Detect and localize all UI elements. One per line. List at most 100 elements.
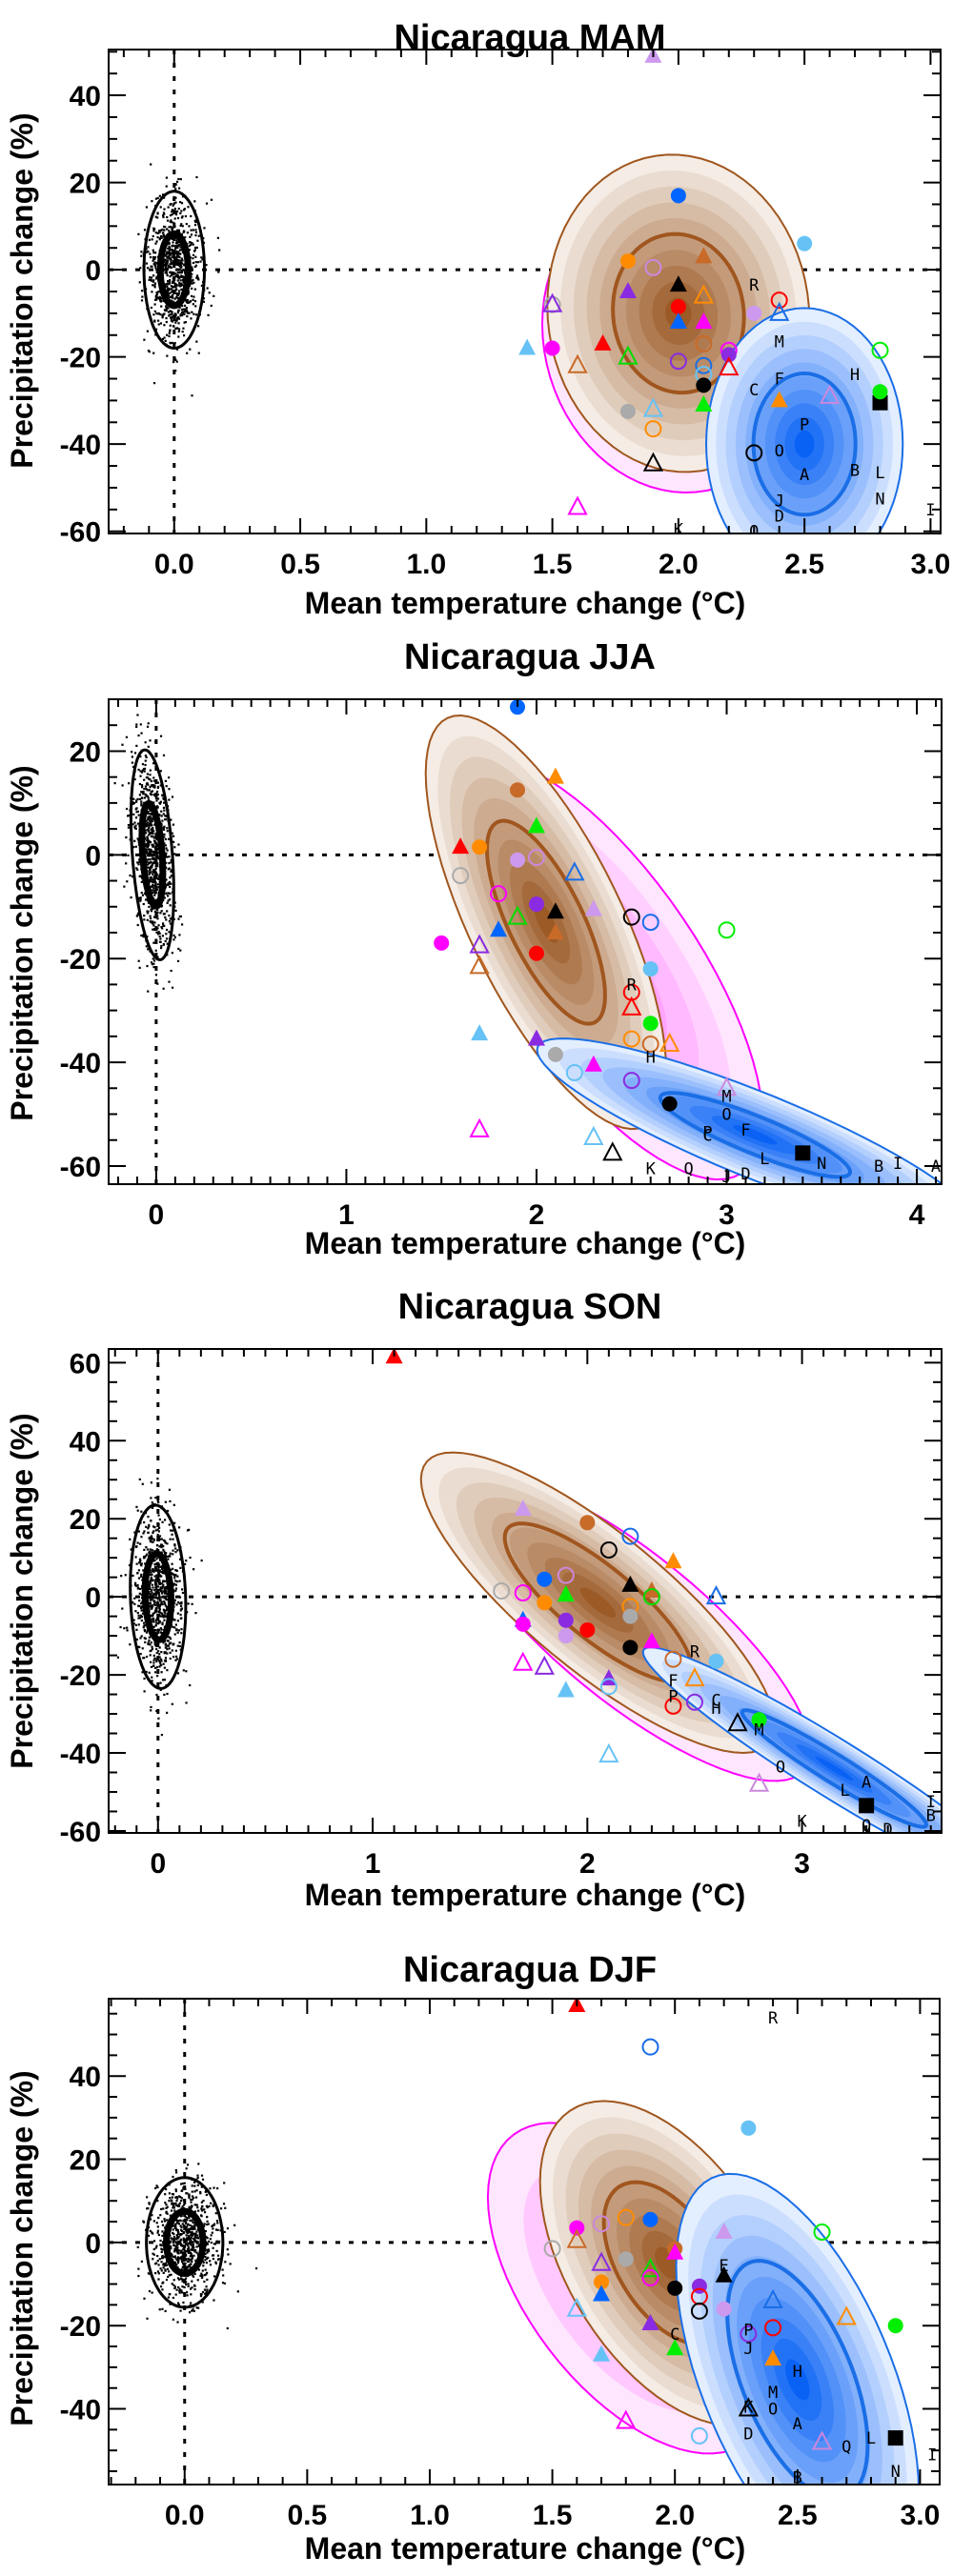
noise-point xyxy=(153,878,156,882)
noise-point xyxy=(152,1594,155,1597)
noise-point xyxy=(176,2321,179,2324)
noise-point xyxy=(159,800,162,803)
noise-point xyxy=(148,1585,151,1588)
model-point-triangle xyxy=(769,301,790,321)
x-tick-label: 0.5 xyxy=(287,2500,327,2531)
noise-point xyxy=(210,198,213,201)
model-point-triangle xyxy=(602,1141,623,1161)
noise-point xyxy=(161,819,164,822)
noise-point xyxy=(192,2232,194,2236)
noise-point xyxy=(160,1650,163,1654)
noise-point xyxy=(193,2246,195,2249)
noise-point xyxy=(166,287,169,290)
noise-point xyxy=(140,1635,143,1638)
noise-point xyxy=(205,2193,208,2197)
noise-point xyxy=(210,2234,213,2237)
noise-point xyxy=(164,2268,167,2271)
noise-point xyxy=(160,810,163,813)
noise-point xyxy=(216,2228,219,2231)
noise-point xyxy=(166,1644,169,1647)
noise-point xyxy=(181,2285,184,2288)
y-tick-label: 0 xyxy=(85,2228,101,2260)
noise-point xyxy=(157,231,160,234)
noise-point xyxy=(132,797,135,800)
noise-point xyxy=(168,915,171,917)
noise-point xyxy=(165,2264,169,2266)
noise-point xyxy=(149,820,152,823)
model-point-triangle xyxy=(518,338,537,355)
noise-point xyxy=(190,2302,193,2304)
noise-point xyxy=(191,2248,193,2252)
model-point-square xyxy=(859,1798,875,1814)
noise-point xyxy=(224,2261,227,2264)
noise-point xyxy=(153,842,156,845)
noise-point xyxy=(152,962,155,965)
noise-point xyxy=(172,1584,175,1587)
noise-point xyxy=(172,291,175,293)
noise-point xyxy=(156,1600,159,1603)
noise-point xyxy=(142,936,145,938)
noise-point xyxy=(176,2244,179,2246)
noise-point xyxy=(206,2242,209,2244)
noise-point xyxy=(162,2207,165,2210)
noise-point xyxy=(164,1500,167,1503)
noise-point xyxy=(182,231,185,233)
noise-point xyxy=(145,1670,148,1674)
noise-point xyxy=(157,877,160,880)
model-point-circle xyxy=(617,2208,635,2226)
ensemble-member-label: K xyxy=(646,1160,657,1179)
noise-point xyxy=(152,256,155,259)
model-point-circle xyxy=(797,235,813,252)
noise-point xyxy=(149,774,152,776)
plot-area: RECPJHMKOADQLNIB xyxy=(109,1999,940,2485)
noise-point xyxy=(137,2267,140,2270)
noise-point xyxy=(152,1602,156,1605)
noise-point xyxy=(160,1660,163,1662)
noise-point xyxy=(157,1620,160,1622)
noise-point xyxy=(178,1526,181,1529)
noise-point xyxy=(152,785,155,788)
model-point-triangle xyxy=(598,1742,619,1763)
noise-point xyxy=(189,241,192,244)
noise-point xyxy=(138,1600,141,1602)
noise-point xyxy=(172,1582,176,1585)
noise-point xyxy=(150,1641,152,1644)
blue-contour-fill xyxy=(794,430,815,458)
noise-point xyxy=(167,307,170,310)
noise-point xyxy=(166,333,169,336)
noise-point xyxy=(134,1623,137,1626)
noise-point xyxy=(153,874,156,876)
noise-point xyxy=(191,2190,193,2193)
noise-point xyxy=(185,2240,189,2243)
noise-point xyxy=(178,1596,182,1599)
noise-point xyxy=(181,2244,184,2246)
noise-point xyxy=(151,820,153,823)
noise-point xyxy=(177,292,180,295)
noise-point xyxy=(176,263,179,266)
noise-cloud xyxy=(137,163,221,397)
noise-point xyxy=(136,714,139,716)
noise-point xyxy=(168,855,171,858)
plot-area: RMHFCPOBALNJDIKQ xyxy=(109,50,941,533)
noise-point xyxy=(137,1577,141,1580)
noise-point xyxy=(193,250,196,252)
noise-point xyxy=(181,311,184,313)
noise-point xyxy=(181,225,184,228)
x-tick-label: 3.0 xyxy=(911,549,951,580)
noise-point xyxy=(179,211,182,215)
x-tick-label: 2.0 xyxy=(659,549,699,580)
noise-point xyxy=(184,2244,187,2247)
noise-point xyxy=(152,1530,155,1533)
model-point-circle xyxy=(887,2318,903,2334)
ensemble-member-label: C xyxy=(749,381,759,400)
noise-point xyxy=(127,854,130,856)
noise-point xyxy=(152,1620,155,1623)
noise-point xyxy=(169,1529,172,1532)
noise-point xyxy=(199,2192,202,2195)
noise-point xyxy=(196,2184,199,2186)
model-point-square xyxy=(795,1145,811,1161)
noise-point xyxy=(160,229,163,231)
noise-point xyxy=(152,876,155,879)
model-point-triangle xyxy=(719,355,740,376)
noise-point xyxy=(154,938,157,941)
